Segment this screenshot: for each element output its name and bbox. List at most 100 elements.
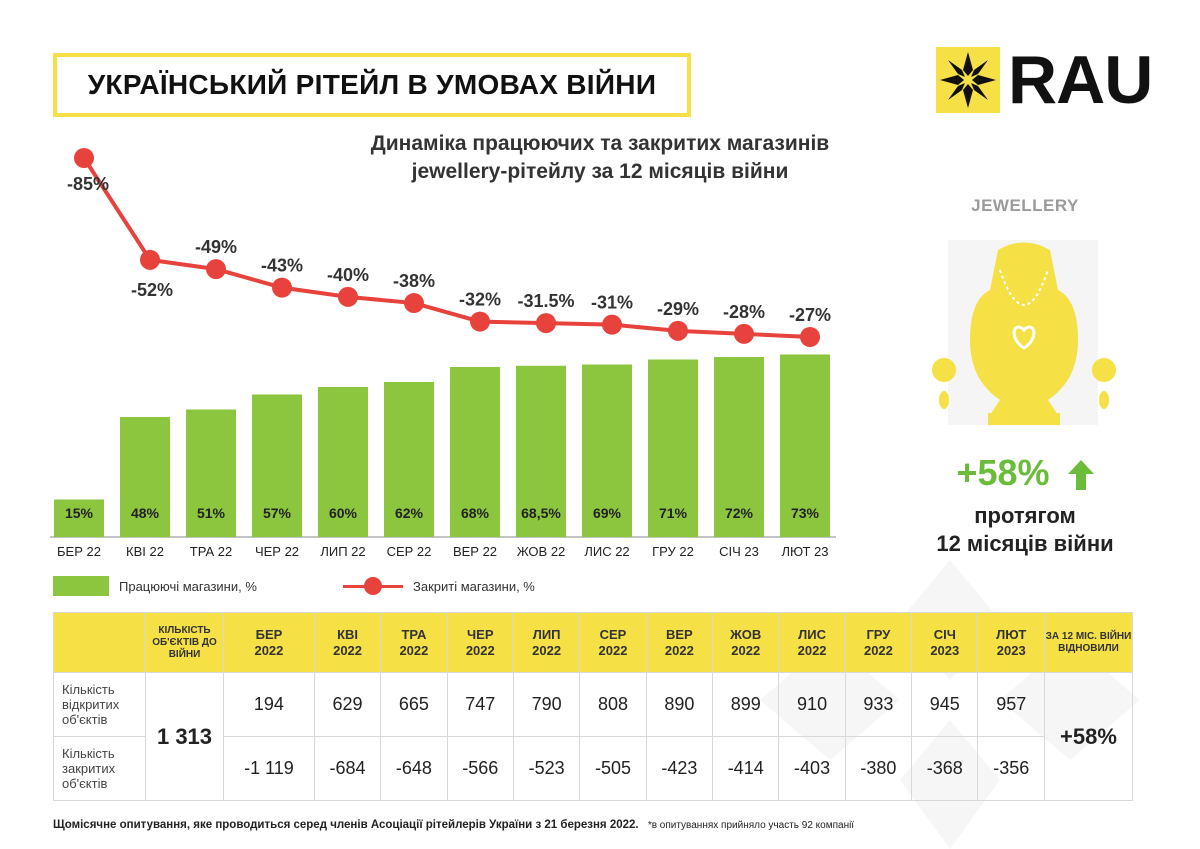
header-month-year: 2022 bbox=[731, 642, 761, 658]
caption-line-2: 12 місяців війни bbox=[936, 531, 1114, 556]
header-month: КВІ 2022 bbox=[313, 612, 382, 673]
line-label: -31% bbox=[591, 293, 633, 313]
combo-chart: 15% БЕР 22 48% КВІ 22 51% ТРА 22 57% ЧЕР 22 60% Л… bbox=[50, 148, 836, 559]
restored-caption: протягом 12 місяців війни bbox=[915, 502, 1135, 558]
bar-label: 68% bbox=[461, 505, 490, 521]
header-month: ЛЮТ 2023 bbox=[977, 612, 1045, 673]
line-label: -32% bbox=[459, 290, 501, 310]
header-month: ЧЕР 2022 bbox=[446, 612, 514, 673]
x-tick-label: ЛЮТ 23 bbox=[782, 544, 829, 559]
table-row-open: Кількість відкритих об'єктів 1 313 194 62… bbox=[53, 672, 1133, 801]
header-month-year: 2022 bbox=[465, 642, 495, 658]
chart-subtitle: Динаміка працюючих та закритих магазинів… bbox=[300, 130, 900, 186]
header-month-name: СЕР bbox=[599, 626, 627, 642]
bar-label: 73% bbox=[791, 505, 820, 521]
star-ornament-icon bbox=[936, 47, 1000, 113]
cell-open: 933 bbox=[844, 672, 913, 737]
header-month-name: БЕР bbox=[255, 626, 283, 642]
line-point bbox=[404, 293, 424, 314]
bar bbox=[714, 357, 764, 537]
x-tick-label: КВІ 22 bbox=[126, 544, 164, 559]
cell-closed: -1 119 bbox=[223, 736, 315, 801]
cell-closed: -523 bbox=[512, 736, 581, 801]
header-month-year: 2022 bbox=[797, 642, 827, 658]
line-point bbox=[668, 320, 688, 341]
header-month-name: ЛИС bbox=[798, 626, 826, 642]
bar bbox=[780, 354, 830, 537]
table-row-closed: Кількість закритих об'єктів -1 119 -684 -6… bbox=[53, 736, 1133, 801]
bar-label: 71% bbox=[659, 505, 688, 521]
header-empty bbox=[53, 612, 146, 673]
subtitle-line-1: Динаміка працюючих та закритих магазинів bbox=[370, 132, 830, 155]
closed-stores-line bbox=[82, 156, 811, 339]
x-tick-label: ГРУ 22 bbox=[652, 544, 694, 559]
header-month-name: ЛИП bbox=[532, 626, 561, 642]
line-label: -40% bbox=[327, 265, 369, 285]
line-label: -31.5% bbox=[517, 291, 574, 311]
header-month-name: ЛЮТ bbox=[996, 626, 1027, 642]
header-month: БЕР 2022 bbox=[223, 612, 315, 673]
header-month-year: 2023 bbox=[930, 642, 960, 658]
line-label: -28% bbox=[723, 302, 765, 322]
header-month: ТРА 2022 bbox=[380, 612, 448, 673]
restored-percent-value: +58% bbox=[956, 452, 1050, 493]
table-header-row: КІЛЬКІСТЬ ОБ'ЄКТІВ ДО ВІЙНИ БЕР 2022 КВІ 20… bbox=[53, 612, 1133, 673]
bar bbox=[384, 382, 434, 537]
cell-closed: -380 bbox=[844, 736, 913, 801]
cell-closed: -505 bbox=[579, 736, 647, 801]
bar-label: 72% bbox=[725, 505, 754, 521]
cell-before-war: 1 313 bbox=[145, 672, 224, 801]
header-month: ВЕР 2022 bbox=[645, 612, 714, 673]
bar-label: 60% bbox=[329, 505, 358, 521]
x-tick-label: ЛИС 22 bbox=[584, 544, 629, 559]
header-month-name: ТРА bbox=[401, 626, 427, 642]
row-label-closed: Кількість закритих об'єктів bbox=[53, 736, 146, 801]
header-month-year: 2022 bbox=[532, 642, 562, 658]
bar-label: 51% bbox=[197, 505, 226, 521]
header-month-year: 2022 bbox=[863, 642, 893, 658]
jewellery-necklace-icon bbox=[932, 240, 1116, 425]
cell-closed: -648 bbox=[380, 736, 448, 801]
cell-open: 890 bbox=[645, 672, 714, 737]
cell-open: 665 bbox=[380, 672, 448, 737]
header-month-year: 2022 bbox=[664, 642, 694, 658]
line-point bbox=[140, 249, 160, 270]
line-label: -27% bbox=[789, 305, 831, 325]
cell-open: 910 bbox=[778, 672, 846, 737]
legend-bar-label: Працюючі магазини, % bbox=[119, 578, 257, 594]
category-title: JEWELLERY bbox=[971, 196, 1079, 215]
line-label: -38% bbox=[393, 271, 435, 291]
bar bbox=[186, 409, 236, 537]
footer: Щомісячне опитування, яке проводиться се… bbox=[53, 819, 854, 831]
header-month-name: ЖОВ bbox=[730, 626, 762, 642]
header-month-name: ВЕР bbox=[665, 626, 693, 642]
line-label: -52% bbox=[131, 280, 173, 300]
bar bbox=[252, 394, 302, 537]
line-point bbox=[74, 148, 94, 168]
x-tick-label: СІЧ 23 bbox=[719, 544, 759, 559]
header-restored: ЗА 12 МІС. ВІЙНИ ВІДНОВИЛИ bbox=[1044, 612, 1133, 673]
bar bbox=[450, 367, 500, 537]
bar-label: 68,5% bbox=[521, 505, 561, 521]
header-month: СЕР 2022 bbox=[579, 612, 647, 673]
x-tick-label: ТРА 22 bbox=[190, 544, 233, 559]
legend-line-label: Закриті магазини, % bbox=[413, 578, 535, 594]
bar-label: 15% bbox=[65, 505, 94, 521]
legend-line: Закриті магазини, % bbox=[343, 576, 535, 596]
x-tick-label: ВЕР 22 bbox=[453, 544, 497, 559]
footer-note: *в опитуваннях прийняло участь 92 компан… bbox=[647, 820, 855, 831]
cell-open: 747 bbox=[446, 672, 514, 737]
page-title: УКРАЇНСЬКИЙ РІТЕЙЛ В УМОВАХ ВІЙНИ bbox=[53, 53, 691, 117]
cell-open: 790 bbox=[512, 672, 581, 737]
bar bbox=[54, 499, 104, 537]
header-month: ЖОВ 2022 bbox=[712, 612, 780, 673]
bar-label: 48% bbox=[131, 505, 160, 521]
header-month-name: КВІ bbox=[337, 626, 359, 642]
x-tick-label: ЖОВ 22 bbox=[517, 544, 566, 559]
rau-logo: RAU bbox=[936, 46, 1153, 114]
legend-bar-swatch bbox=[53, 576, 109, 596]
header-month-year: 2022 bbox=[333, 642, 363, 658]
bar bbox=[318, 387, 368, 537]
bar bbox=[582, 364, 632, 537]
cell-open: 629 bbox=[313, 672, 382, 737]
